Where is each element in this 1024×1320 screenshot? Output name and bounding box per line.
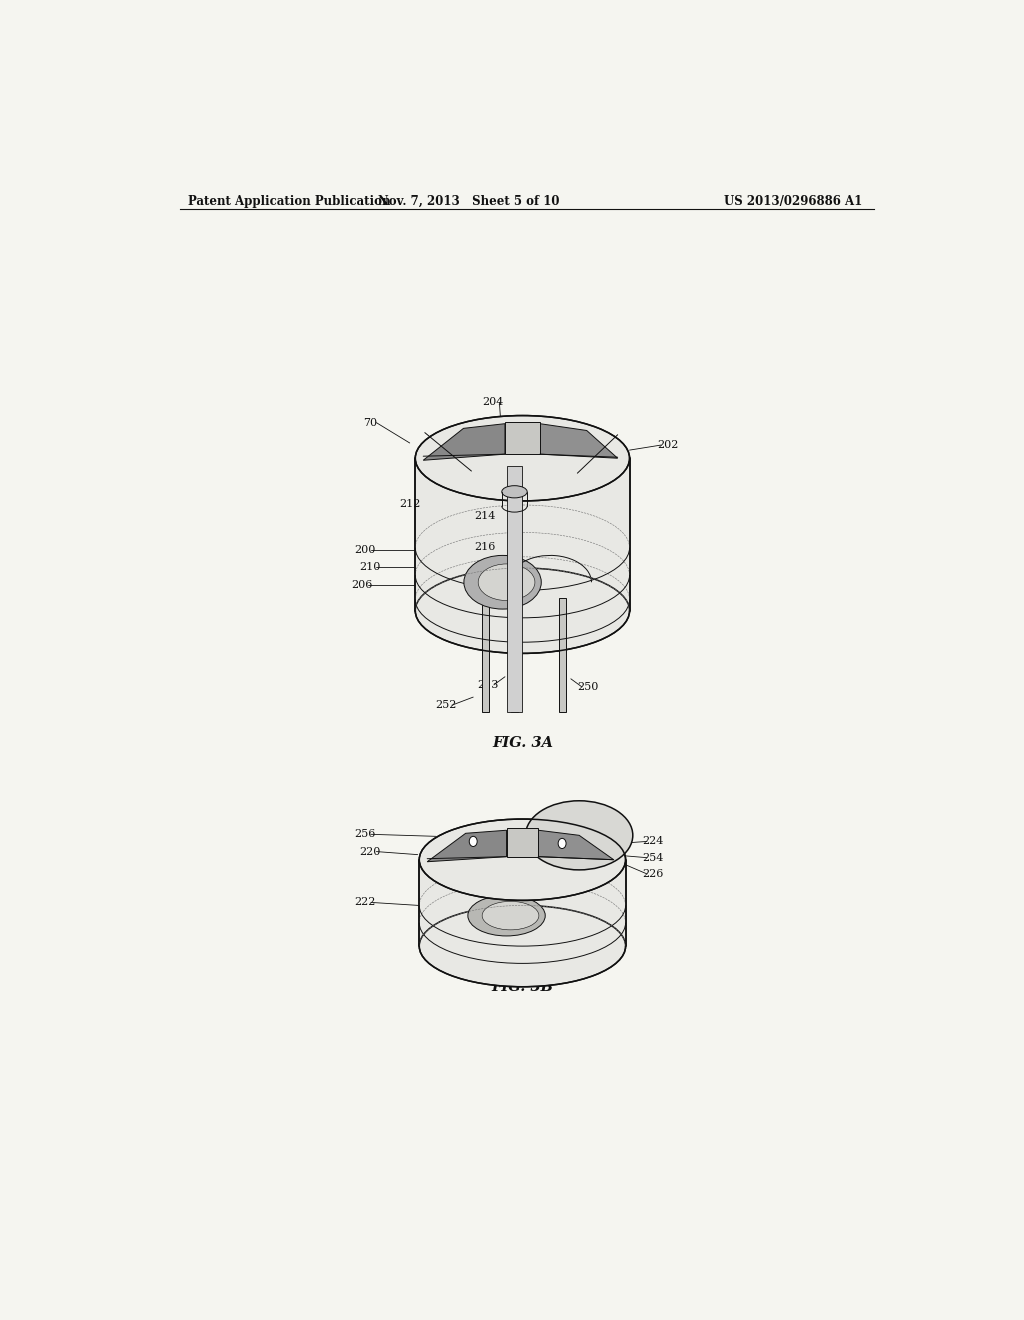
Text: 200: 200: [354, 545, 375, 554]
Text: 204: 204: [482, 397, 504, 408]
Text: 216: 216: [474, 541, 496, 552]
Ellipse shape: [416, 416, 630, 500]
Text: 220: 220: [359, 846, 381, 857]
Ellipse shape: [468, 895, 545, 936]
Text: Patent Application Publication: Patent Application Publication: [187, 195, 390, 209]
Text: 206: 206: [351, 581, 373, 590]
Polygon shape: [558, 598, 565, 713]
Text: 70: 70: [362, 417, 377, 428]
Polygon shape: [416, 458, 630, 611]
Text: 228: 228: [522, 958, 544, 969]
Ellipse shape: [502, 486, 527, 498]
Polygon shape: [511, 598, 518, 713]
Text: FIG. 3A: FIG. 3A: [492, 735, 553, 750]
Ellipse shape: [482, 902, 539, 929]
Text: 256: 256: [354, 829, 375, 840]
Polygon shape: [505, 421, 540, 454]
Polygon shape: [427, 830, 507, 862]
Text: 226: 226: [643, 869, 664, 879]
Text: US 2013/0296886 A1: US 2013/0296886 A1: [724, 195, 862, 209]
Text: 210: 210: [359, 562, 381, 572]
Ellipse shape: [525, 801, 633, 870]
Ellipse shape: [478, 564, 535, 601]
Circle shape: [469, 837, 477, 846]
Text: 213: 213: [477, 680, 499, 690]
Polygon shape: [419, 859, 626, 946]
Circle shape: [558, 838, 566, 849]
Text: 224: 224: [643, 837, 664, 846]
Text: 222: 222: [354, 898, 375, 907]
Ellipse shape: [416, 568, 630, 653]
Ellipse shape: [419, 818, 626, 900]
Text: 250: 250: [578, 682, 599, 692]
Text: FIG. 3B: FIG. 3B: [492, 979, 553, 994]
Polygon shape: [507, 466, 522, 713]
Ellipse shape: [419, 906, 626, 987]
Text: 215: 215: [474, 565, 496, 576]
Text: 254: 254: [643, 853, 664, 863]
Polygon shape: [507, 828, 539, 857]
Polygon shape: [539, 830, 613, 859]
Text: 212: 212: [399, 499, 421, 510]
Ellipse shape: [464, 556, 542, 609]
Text: 252: 252: [435, 700, 456, 710]
Text: 202: 202: [657, 440, 678, 450]
Text: Nov. 7, 2013   Sheet 5 of 10: Nov. 7, 2013 Sheet 5 of 10: [379, 195, 560, 209]
Polygon shape: [481, 598, 488, 713]
Polygon shape: [540, 424, 617, 458]
Text: 214: 214: [474, 511, 496, 521]
Polygon shape: [423, 424, 505, 461]
